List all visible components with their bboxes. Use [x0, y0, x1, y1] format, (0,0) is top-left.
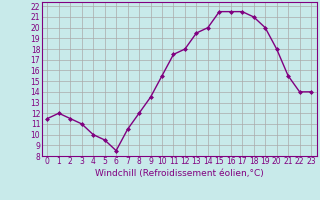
X-axis label: Windchill (Refroidissement éolien,°C): Windchill (Refroidissement éolien,°C) — [95, 169, 264, 178]
